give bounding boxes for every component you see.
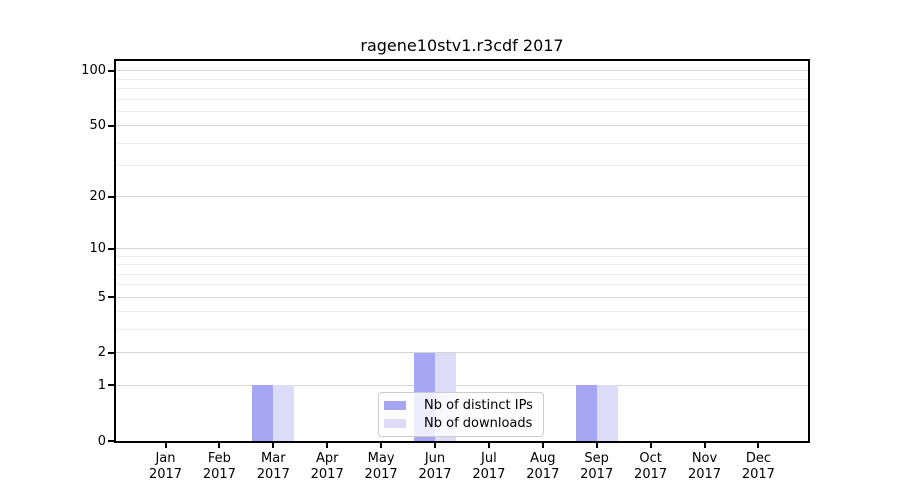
y-gridline-major bbox=[116, 352, 808, 354]
legend-row-downloads: Nb of downloads bbox=[384, 415, 537, 432]
x-tick-mark bbox=[595, 443, 598, 448]
y-gridline-major bbox=[116, 70, 808, 72]
y-tick-label: 1 bbox=[97, 377, 106, 393]
y-tick-mark bbox=[108, 124, 114, 127]
x-tick-year: 2017 bbox=[526, 467, 560, 482]
x-tick-label: Jun 2017 bbox=[407, 451, 463, 483]
x-tick-mark bbox=[649, 443, 652, 448]
x-tick-year: 2017 bbox=[202, 467, 236, 482]
x-tick-mark bbox=[326, 443, 329, 448]
y-gridline-minor bbox=[116, 264, 808, 266]
y-gridline-major bbox=[116, 296, 808, 298]
y-tick-label: 100 bbox=[81, 63, 106, 79]
y-gridline-minor bbox=[116, 110, 808, 112]
legend-label: Nb of downloads bbox=[424, 415, 533, 431]
x-tick-label: Dec 2017 bbox=[730, 451, 786, 483]
x-tick-mark bbox=[541, 443, 544, 448]
y-tick-mark bbox=[108, 69, 114, 72]
y-tick-label: 50 bbox=[89, 118, 106, 134]
x-tick-year: 2017 bbox=[634, 467, 668, 482]
y-tick-label: 2 bbox=[97, 345, 106, 361]
x-tick-year: 2017 bbox=[364, 467, 398, 482]
bar-distinct-ips bbox=[575, 385, 597, 441]
bar-distinct-ips bbox=[252, 385, 274, 441]
legend: Nb of distinct IPs Nb of downloads bbox=[378, 392, 544, 437]
x-tick-label: Jul 2017 bbox=[461, 451, 517, 483]
bar-downloads bbox=[273, 385, 295, 441]
x-tick-month: Mar bbox=[261, 451, 286, 466]
x-tick-label: Mar 2017 bbox=[245, 451, 301, 483]
y-tick-mark bbox=[108, 296, 114, 299]
x-tick-year: 2017 bbox=[310, 467, 344, 482]
x-tick-month: Feb bbox=[207, 451, 231, 466]
y-gridline-minor bbox=[116, 142, 808, 144]
y-tick-mark bbox=[108, 384, 114, 387]
y-tick-label: 5 bbox=[97, 289, 106, 305]
x-tick-month: Apr bbox=[315, 451, 339, 466]
x-tick-label: Feb 2017 bbox=[191, 451, 247, 483]
y-gridline-minor bbox=[116, 88, 808, 90]
x-tick-label: Oct 2017 bbox=[623, 451, 679, 483]
x-tick-year: 2017 bbox=[418, 467, 452, 482]
x-tick-label: Sep 2017 bbox=[569, 451, 625, 483]
y-tick-label: 10 bbox=[89, 241, 106, 257]
y-tick-mark bbox=[108, 195, 114, 198]
y-gridline-minor bbox=[116, 255, 808, 257]
x-tick-label: Aug 2017 bbox=[515, 451, 571, 483]
y-gridline-major bbox=[116, 125, 808, 127]
x-tick-year: 2017 bbox=[148, 467, 183, 482]
x-tick-month: Sep bbox=[584, 451, 609, 466]
x-tick-month: May bbox=[367, 451, 395, 466]
x-tick-year: 2017 bbox=[256, 467, 290, 482]
x-tick-year: 2017 bbox=[687, 467, 722, 482]
legend-label: Nb of distinct IPs bbox=[424, 398, 533, 414]
y-gridline-major bbox=[116, 384, 808, 386]
x-tick-mark bbox=[218, 443, 221, 448]
x-tick-mark bbox=[380, 443, 383, 448]
x-tick-mark bbox=[487, 443, 490, 448]
x-tick-mark bbox=[164, 443, 167, 448]
plot-area bbox=[114, 59, 810, 443]
x-tick-year: 2017 bbox=[741, 467, 775, 482]
chart-title: ragene10stv1.r3cdf 2017 bbox=[360, 36, 564, 55]
x-tick-month: Jan bbox=[155, 451, 176, 466]
x-tick-label: Jan 2017 bbox=[138, 451, 194, 483]
x-tick-label: Apr 2017 bbox=[299, 451, 355, 483]
x-tick-year: 2017 bbox=[580, 467, 614, 482]
x-tick-mark bbox=[757, 443, 760, 448]
x-tick-label: Nov 2017 bbox=[677, 451, 733, 483]
x-tick-month: Jun bbox=[424, 451, 446, 466]
x-tick-mark bbox=[434, 443, 436, 448]
y-gridline-minor bbox=[116, 98, 808, 100]
y-tick-label: 20 bbox=[89, 189, 106, 205]
x-tick-mark bbox=[272, 443, 275, 448]
y-gridline-minor bbox=[116, 284, 808, 286]
y-tick-mark bbox=[108, 440, 114, 442]
x-tick-label: May 2017 bbox=[353, 451, 409, 483]
y-gridline-minor bbox=[116, 78, 808, 80]
y-gridline-major bbox=[116, 248, 808, 250]
legend-swatch-downloads bbox=[384, 418, 406, 428]
x-tick-month: Aug bbox=[530, 451, 556, 466]
y-tick-mark bbox=[108, 351, 114, 354]
y-tick-label: 0 bbox=[97, 433, 106, 449]
y-gridline-minor bbox=[116, 165, 808, 167]
x-tick-month: Nov bbox=[691, 451, 718, 466]
x-tick-month: Oct bbox=[639, 451, 662, 466]
legend-row-distinct-ips: Nb of distinct IPs bbox=[384, 397, 537, 414]
x-tick-mark bbox=[703, 443, 706, 448]
x-tick-year: 2017 bbox=[472, 467, 506, 482]
x-tick-month: Dec bbox=[745, 451, 771, 466]
x-tick-month: Jul bbox=[481, 451, 497, 466]
y-tick-mark bbox=[108, 247, 114, 250]
legend-swatch-distinct-ips bbox=[384, 401, 406, 411]
y-gridline-major bbox=[116, 196, 808, 198]
y-gridline-minor bbox=[116, 311, 808, 313]
bar-downloads bbox=[596, 385, 618, 441]
y-gridline-minor bbox=[116, 273, 808, 275]
y-gridline-minor bbox=[116, 329, 808, 331]
